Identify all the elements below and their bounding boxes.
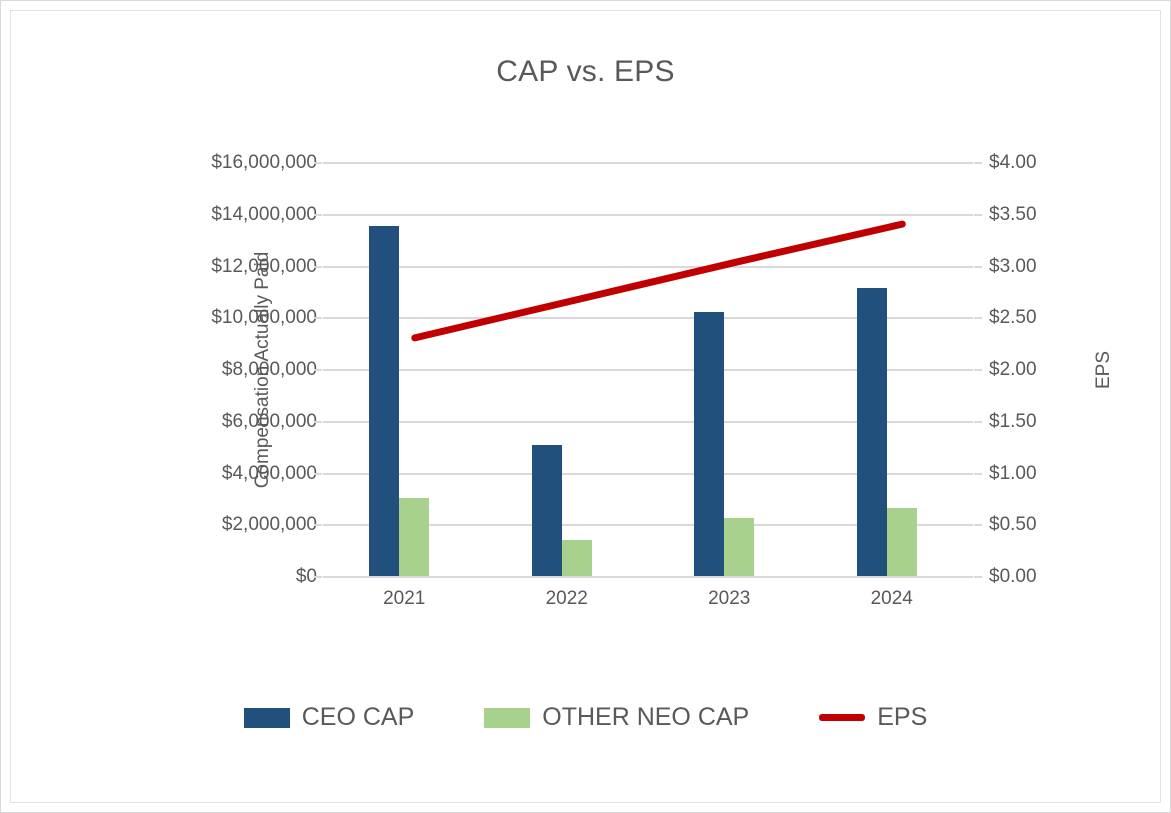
x-axis-line — [323, 576, 973, 578]
y-axis-right-tick-label: $0.00 — [989, 566, 1037, 587]
y-axis-left-tick — [314, 265, 322, 268]
y-axis-left-tick-label: $14,000,000 — [211, 203, 317, 225]
y-axis-left-tick — [314, 213, 322, 216]
y-axis-right-labels: $0.00 $0.50 $1.00 $1.50 $2.00 $2.50 $3.00 $3.50… — [989, 152, 1109, 587]
y-axis-left-tick — [314, 162, 322, 164]
y-axis-left-tick — [314, 524, 322, 527]
y-axis-left-tick — [314, 576, 322, 578]
legend-item-eps[interactable]: EPS — [819, 703, 927, 732]
gridline — [323, 213, 973, 216]
y-axis-left-tick-label: $6,000,000 — [221, 410, 317, 432]
chart-legend: CEO CAP OTHER NEO CAP EPS — [11, 703, 1160, 732]
legend-label: CEO CAP — [301, 703, 415, 731]
gridline — [323, 524, 973, 527]
y-axis-right-tick — [974, 265, 982, 268]
y-axis-right-tick-label: $1.50 — [989, 410, 1037, 432]
bar-groups — [323, 163, 973, 577]
y-axis-right-tick — [974, 576, 982, 578]
bar-other-neo-cap[interactable] — [561, 540, 592, 577]
y-axis-right-tick-label: $1.00 — [989, 462, 1037, 484]
y-axis-right-tick — [974, 369, 982, 371]
chart-plot-frame: CAP vs. EPS $0 $2,000,000 $4,000,000 $6,000… — [10, 10, 1161, 803]
legend-label: EPS — [877, 703, 928, 731]
bar-ceo-cap[interactable] — [856, 288, 887, 577]
y-axis-left-tick-label: $2,000,000 — [221, 514, 317, 536]
bar-group — [648, 163, 811, 577]
y-axis-right-tick — [974, 472, 982, 475]
x-axis-tick-label: 2022 — [545, 588, 588, 609]
bar-group — [323, 163, 486, 577]
y-axis-left-tick — [314, 369, 322, 371]
gridline — [323, 162, 973, 164]
y-axis-left-tick-label: $4,000,000 — [221, 462, 317, 484]
legend-item-ceo-cap[interactable]: CEO CAP — [243, 703, 415, 732]
y-axis-right-tick-label: $0.50 — [989, 514, 1037, 536]
y-axis-right-tick — [974, 420, 982, 423]
y-axis-right-tick-label: $4.00 — [989, 152, 1037, 173]
gridline — [323, 420, 973, 423]
y-axis-right-tick — [974, 162, 982, 164]
y-axis-left-tick-label: $16,000,000 — [211, 152, 317, 173]
bar-group — [486, 163, 649, 577]
chart-title: CAP vs. EPS — [496, 55, 675, 88]
y-axis-left-tick-label: $12,000,000 — [211, 255, 317, 277]
y-axis-left-labels: $0 $2,000,000 $4,000,000 $6,000,000 $8,000,0… — [157, 152, 317, 587]
y-axis-left-tick-label: $8,000,000 — [221, 359, 317, 380]
y-axis-left-tick — [314, 317, 322, 320]
x-axis-tick-label: 2021 — [383, 588, 426, 609]
bar-group — [811, 163, 974, 577]
y-axis-left-tick — [314, 472, 322, 475]
plot-area: Compensation Actually Paid — [252, 162, 982, 578]
bar-ceo-cap[interactable] — [369, 226, 400, 577]
legend-swatch-icon — [819, 714, 866, 721]
x-axis-labels: 2021 2022 2023 2024 — [323, 588, 973, 618]
y-axis-right-tick-label: $2.00 — [989, 359, 1037, 380]
y-axis-right-tick — [974, 213, 982, 216]
y-axis-right-title: EPS — [1093, 350, 1114, 390]
y-axis-right-tick — [974, 317, 982, 320]
bar-ceo-cap[interactable] — [531, 444, 562, 577]
y-axis-right-tick-label: $3.00 — [989, 255, 1037, 277]
y-axis-right-tick — [974, 524, 982, 527]
y-axis-left-tick-label: $0 — [295, 566, 317, 587]
x-axis-tick-label: 2024 — [870, 588, 913, 609]
legend-swatch-icon — [484, 707, 531, 728]
gridline — [323, 369, 973, 371]
bar-ceo-cap[interactable] — [694, 312, 725, 577]
x-axis-tick-label: 2023 — [708, 588, 751, 609]
bar-other-neo-cap[interactable] — [724, 517, 755, 577]
y-axis-left-tick — [314, 420, 322, 423]
bar-other-neo-cap[interactable] — [886, 507, 917, 577]
legend-swatch-icon — [243, 707, 290, 728]
y-axis-right-tick-label: $3.50 — [989, 203, 1037, 225]
gridline — [323, 472, 973, 475]
y-axis-right-tick-label: $2.50 — [989, 307, 1037, 329]
y-axis-left-tick-label: $10,000,000 — [211, 307, 317, 329]
bar-other-neo-cap[interactable] — [399, 497, 430, 577]
legend-label: OTHER NEO CAP — [542, 703, 750, 731]
y-axis-left-title: Compensation Actually Paid — [252, 251, 273, 489]
legend-item-other-neo-cap[interactable]: OTHER NEO CAP — [484, 703, 749, 732]
